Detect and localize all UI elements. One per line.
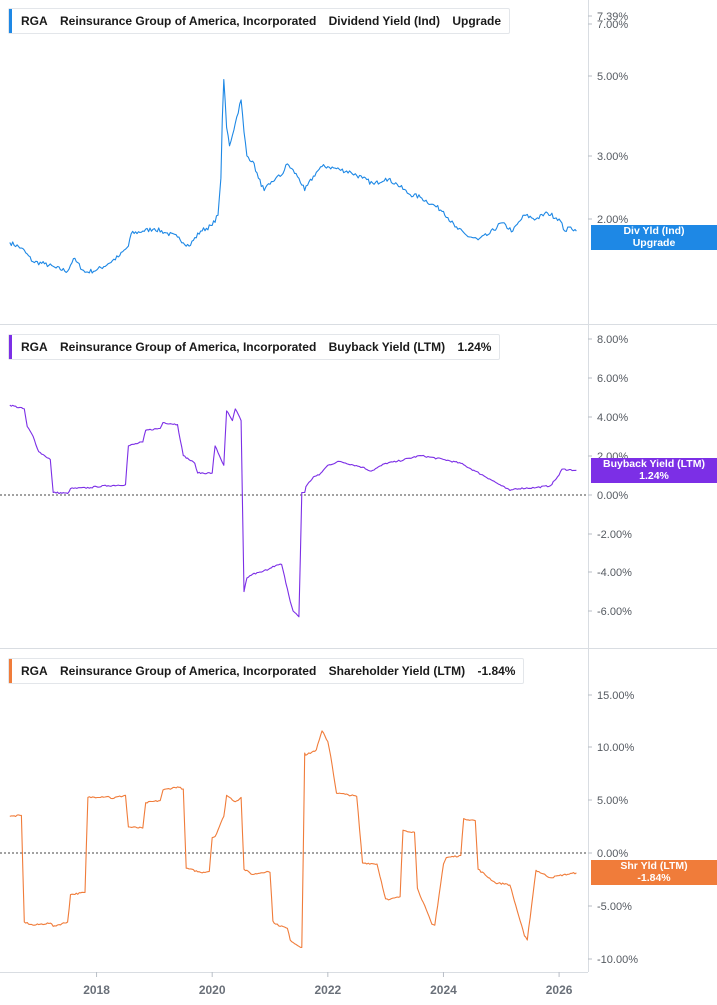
legend-ticker: RGA bbox=[21, 664, 48, 678]
y-tick-label: 2.00% bbox=[597, 214, 628, 226]
y-tick-label: 7.00% bbox=[597, 19, 628, 31]
y-tick-label: 0.00% bbox=[597, 848, 628, 860]
y-tick-label: 5.00% bbox=[597, 71, 628, 83]
series-line-shareholder-yield-ltm- bbox=[9, 730, 577, 948]
legend-value: Upgrade bbox=[452, 14, 502, 28]
legend-company: Reinsurance Group of America, Incorporat… bbox=[60, 340, 317, 354]
y-tick-label: 7.39% bbox=[597, 11, 628, 23]
legend-value: 1.24% bbox=[457, 340, 492, 354]
y-tick-label: -6.00% bbox=[597, 606, 632, 618]
y-tick-label: 8.00% bbox=[597, 334, 628, 346]
y-tick-label: -10.00% bbox=[597, 954, 638, 966]
y-tick-label: -5.00% bbox=[597, 901, 632, 913]
legend-dividend-yield: RGA Reinsurance Group of America, Incorp… bbox=[8, 8, 511, 34]
legend-value: -1.84% bbox=[477, 664, 516, 678]
x-tick-label: 2018 bbox=[83, 983, 110, 997]
tag-value: 1.24% bbox=[639, 469, 669, 482]
legend-buyback-yield: RGA Reinsurance Group of America, Incorp… bbox=[8, 334, 501, 360]
tag-label: Div Yld (Ind) bbox=[623, 225, 685, 237]
legend-ticker: RGA bbox=[21, 14, 48, 28]
legend-metric: Buyback Yield (LTM) bbox=[328, 340, 446, 354]
y-tick-label: -2.00% bbox=[597, 529, 632, 541]
x-tick-label: 2026 bbox=[546, 983, 573, 997]
legend-metric: Shareholder Yield (LTM) bbox=[328, 664, 466, 678]
series-line-dividend-yield-ind- bbox=[9, 78, 577, 274]
legend-shareholder-yield: RGA Reinsurance Group of America, Incorp… bbox=[8, 658, 525, 684]
y-tick-label: 10.00% bbox=[597, 742, 635, 754]
y-tick-label: 4.00% bbox=[597, 412, 628, 424]
y-tick-label: 6.00% bbox=[597, 373, 628, 385]
y-tick-label: 15.00% bbox=[597, 690, 635, 702]
value-tag-shareholder: Shr Yld (LTM) -1.84% bbox=[591, 860, 717, 885]
tag-value: -1.84% bbox=[637, 871, 671, 884]
tag-label: Buyback Yield (LTM) bbox=[603, 458, 705, 470]
tag-value: Upgrade bbox=[632, 236, 676, 249]
legend-ticker: RGA bbox=[21, 340, 48, 354]
legend-swatch bbox=[9, 659, 12, 683]
legend-metric: Dividend Yield (Ind) bbox=[328, 14, 440, 28]
value-tag-dividend: Div Yld (Ind) Upgrade bbox=[591, 225, 717, 250]
series-line-buyback-yield-ltm- bbox=[9, 404, 577, 618]
y-tick-label: 3.00% bbox=[597, 151, 628, 163]
legend-company: Reinsurance Group of America, Incorporat… bbox=[60, 14, 317, 28]
y-tick-label: 0.00% bbox=[597, 490, 628, 502]
legend-swatch bbox=[9, 9, 12, 33]
x-tick-label: 2020 bbox=[199, 983, 226, 997]
x-tick-label: 2024 bbox=[430, 983, 457, 997]
y-tick-label: -4.00% bbox=[597, 567, 632, 579]
x-tick-label: 2022 bbox=[314, 983, 341, 997]
tag-label: Shr Yld (LTM) bbox=[620, 860, 688, 872]
legend-swatch bbox=[9, 335, 12, 359]
legend-company: Reinsurance Group of America, Incorporat… bbox=[60, 664, 317, 678]
y-tick-label: 5.00% bbox=[597, 795, 628, 807]
value-tag-buyback: Buyback Yield (LTM) 1.24% bbox=[591, 458, 717, 483]
